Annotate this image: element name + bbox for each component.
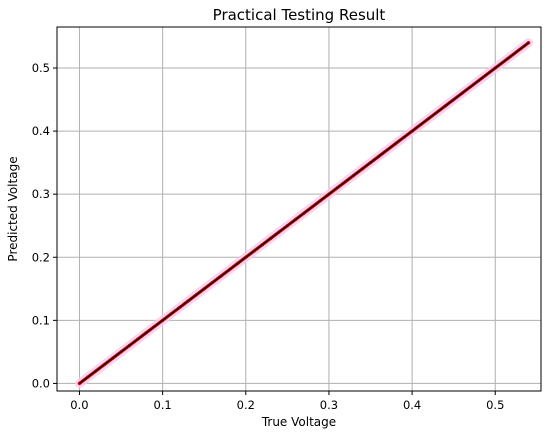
x-tick-label: 0.0 <box>70 398 88 412</box>
y-tick-label: 0.0 <box>32 376 50 390</box>
x-axis-label: True Voltage <box>261 415 336 429</box>
y-tick-label: 0.2 <box>32 250 50 264</box>
x-axis-ticks: 0.0 0.1 0.2 0.3 0.4 0.5 <box>70 391 504 412</box>
x-tick-label: 0.1 <box>153 398 171 412</box>
x-tick-label: 0.2 <box>237 398 255 412</box>
x-tick-label: 0.4 <box>403 398 421 412</box>
y-tick-label: 0.3 <box>32 187 50 201</box>
plot-frame <box>56 26 542 392</box>
y-tick-label: 0.1 <box>32 313 50 327</box>
grid <box>57 27 541 391</box>
y-axis-label: Predicted Voltage <box>6 156 20 261</box>
y-tick-label: 0.4 <box>32 124 50 138</box>
x-tick-label: 0.3 <box>320 398 338 412</box>
reference-line <box>79 42 529 384</box>
y-tick-label: 0.5 <box>32 61 50 75</box>
plot-series <box>74 38 534 388</box>
x-tick-label: 0.5 <box>486 398 504 412</box>
y-axis-ticks: 0.0 0.1 0.2 0.3 0.4 0.5 <box>32 61 57 390</box>
chart-title: Practical Testing Result <box>213 6 386 24</box>
